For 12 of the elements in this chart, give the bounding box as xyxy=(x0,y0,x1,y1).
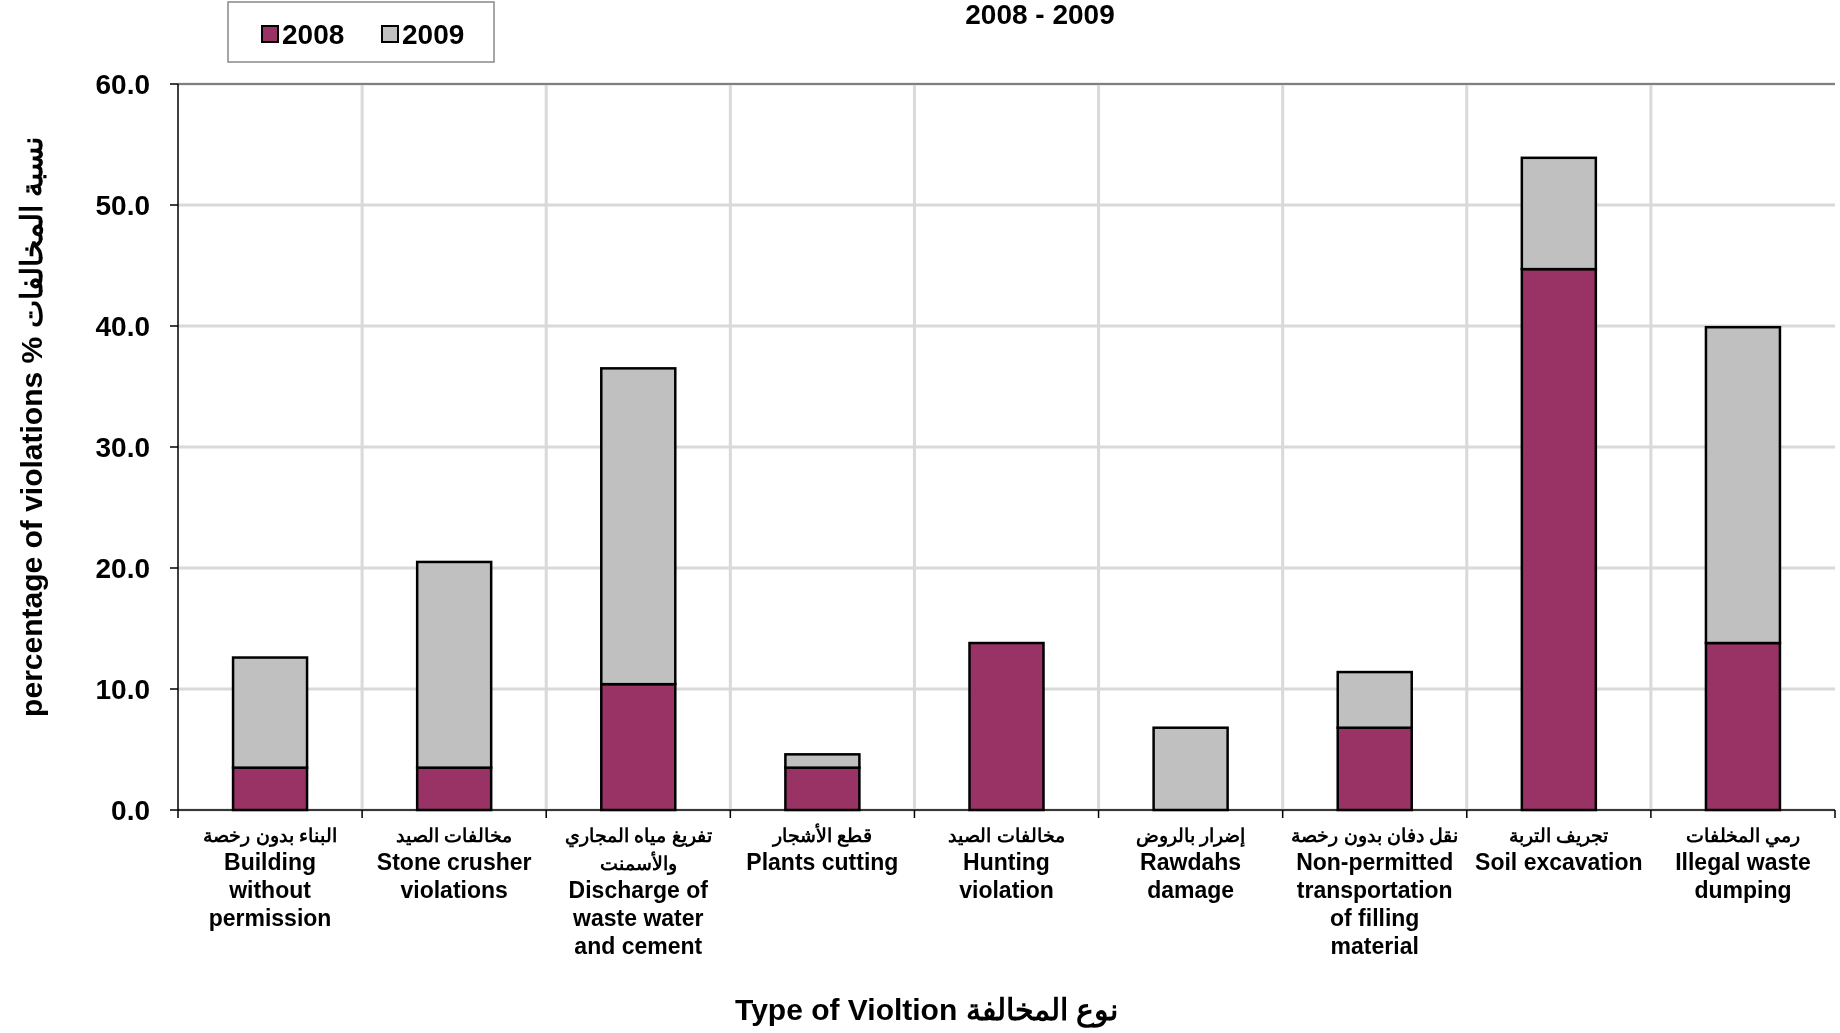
y-tick-label: 50.0 xyxy=(95,190,150,221)
y-tick-label: 0.0 xyxy=(111,795,150,826)
y-tick-label: 30.0 xyxy=(95,432,150,463)
y-tick-label: 20.0 xyxy=(95,553,150,584)
y-tick-label: 40.0 xyxy=(95,311,150,342)
x-axis-title: Type of Violtion نوع المخالفة xyxy=(735,993,1118,1028)
y-tick-label: 10.0 xyxy=(95,674,150,705)
y-tick-label: 60.0 xyxy=(95,69,150,100)
y-axis-title: percentage of violations % نسبة المخالفات xyxy=(15,137,48,717)
chart-title: 2008 - 2009 xyxy=(965,0,1115,30)
legend-label: 2008 xyxy=(282,19,345,50)
legend-label: 2009 xyxy=(402,19,465,50)
